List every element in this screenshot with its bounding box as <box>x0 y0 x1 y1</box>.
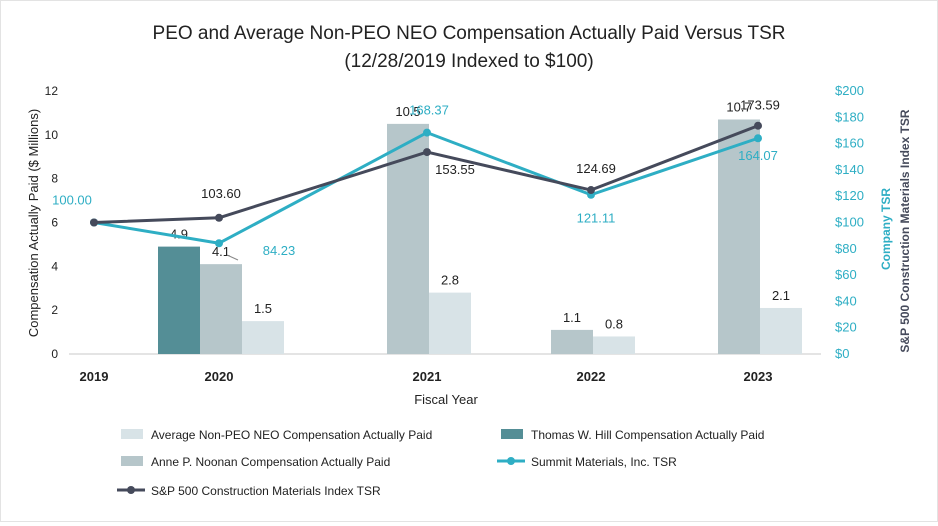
x-tick-label: 2023 <box>744 369 773 384</box>
x-axis-label: Fiscal Year <box>414 392 478 407</box>
line-point <box>215 213 223 222</box>
bar-1-2020 <box>200 264 242 354</box>
legend-marker <box>507 457 515 465</box>
legend-label: Summit Materials, Inc. TSR <box>531 455 677 469</box>
legend: Average Non-PEO NEO Compensation Actuall… <box>117 428 764 498</box>
bar-2-2021 <box>429 292 471 354</box>
sp-data-label: 173.59 <box>740 98 780 113</box>
y-left-tick-label: 6 <box>51 216 58 230</box>
legend-swatch <box>501 429 523 439</box>
bar-0-2020 <box>158 246 200 354</box>
bar-1-2022 <box>551 329 593 354</box>
sp-data-label: 103.60 <box>201 186 241 201</box>
y-right-tick-label: $20 <box>835 320 857 335</box>
y-left-tick-label: 8 <box>51 172 58 186</box>
bar-data-label: 2.1 <box>772 288 790 303</box>
legend-swatch <box>121 456 143 466</box>
bar-2-2022 <box>593 336 635 354</box>
y-right-tick-label: $100 <box>835 215 864 230</box>
y-right-tick-label: $200 <box>835 83 864 98</box>
summit-data-label: 168.37 <box>409 103 449 118</box>
bar-2-2020 <box>242 321 284 354</box>
legend-label: Anne P. Noonan Compensation Actually Pai… <box>151 455 390 469</box>
y-right-tick-label: $140 <box>835 162 864 177</box>
line-point <box>754 121 762 130</box>
line-point <box>90 218 98 227</box>
line-point <box>754 134 762 143</box>
bar-data-label: 1.1 <box>563 310 581 325</box>
line-point <box>423 128 431 137</box>
y-left-tick-label: 2 <box>51 303 58 317</box>
line-point <box>215 239 223 248</box>
y-axis-right-label-index: S&P 500 Construction Materials Index TSR <box>898 109 912 353</box>
y-axis-right-label-company: Company TSR <box>879 188 893 270</box>
x-tick-label: 2022 <box>577 369 606 384</box>
summit-data-label: 121.11 <box>577 211 616 226</box>
legend-swatch <box>121 429 143 439</box>
y-right-tick-label: $120 <box>835 188 864 203</box>
plot-area: 0 2 4 6 8 10 12 $0 $20 $40 $60 $80 $100 $120 $140 $160 $… <box>45 83 864 384</box>
chart-title-line2: (12/28/2019 Indexed to $100) <box>344 51 593 72</box>
bar-data-label: 10.7 <box>726 99 751 114</box>
y-right-tick-label: $0 <box>835 346 849 361</box>
legend-marker <box>127 486 135 494</box>
bar-data-label: 0.8 <box>605 316 623 331</box>
y-left-tick-label: 4 <box>51 259 58 273</box>
x-tick-label: 2020 <box>205 369 234 384</box>
bar-data-label: 4.1 <box>212 244 230 259</box>
y-right-tick-label: $80 <box>835 241 857 256</box>
legend-label: Thomas W. Hill Compensation Actually Pai… <box>531 428 764 442</box>
x-tick-label: 2019 <box>80 369 109 384</box>
bar-2-2023 <box>760 307 802 354</box>
bar-data-label: 10.5 <box>395 104 420 119</box>
y-axis-left-label: Compensation Actually Paid ($ Millions) <box>26 109 41 337</box>
bar-1-2023 <box>718 119 760 354</box>
sp-data-label: 153.55 <box>435 162 475 177</box>
legend-label: Average Non-PEO NEO Compensation Actuall… <box>151 428 432 442</box>
y-right-tick-label: $60 <box>835 267 857 282</box>
legend-label: S&P 500 Construction Materials Index TSR <box>151 484 381 498</box>
x-tick-label: 2021 <box>413 369 442 384</box>
y-left-tick-label: 0 <box>51 347 58 361</box>
line-point <box>587 186 595 195</box>
sp-data-label: 124.69 <box>576 161 616 176</box>
bar-data-label: 2.8 <box>441 273 459 288</box>
summit-data-label: 164.07 <box>738 148 778 163</box>
leader-line <box>226 254 239 261</box>
y-right-tick-label: $180 <box>835 109 864 124</box>
y-left-tick-label: 10 <box>45 128 59 142</box>
y-right-tick-label: $40 <box>835 293 857 308</box>
bar-data-label: 1.5 <box>254 301 272 316</box>
chart-title-line1: PEO and Average Non-PEO NEO Compensation… <box>153 23 786 44</box>
y-right-tick-label: $160 <box>835 136 864 151</box>
summit-data-label: 84.23 <box>263 243 296 258</box>
summit-data-label: 100.00 <box>52 193 92 208</box>
line-point <box>423 148 431 157</box>
y-left-tick-label: 12 <box>45 84 59 98</box>
